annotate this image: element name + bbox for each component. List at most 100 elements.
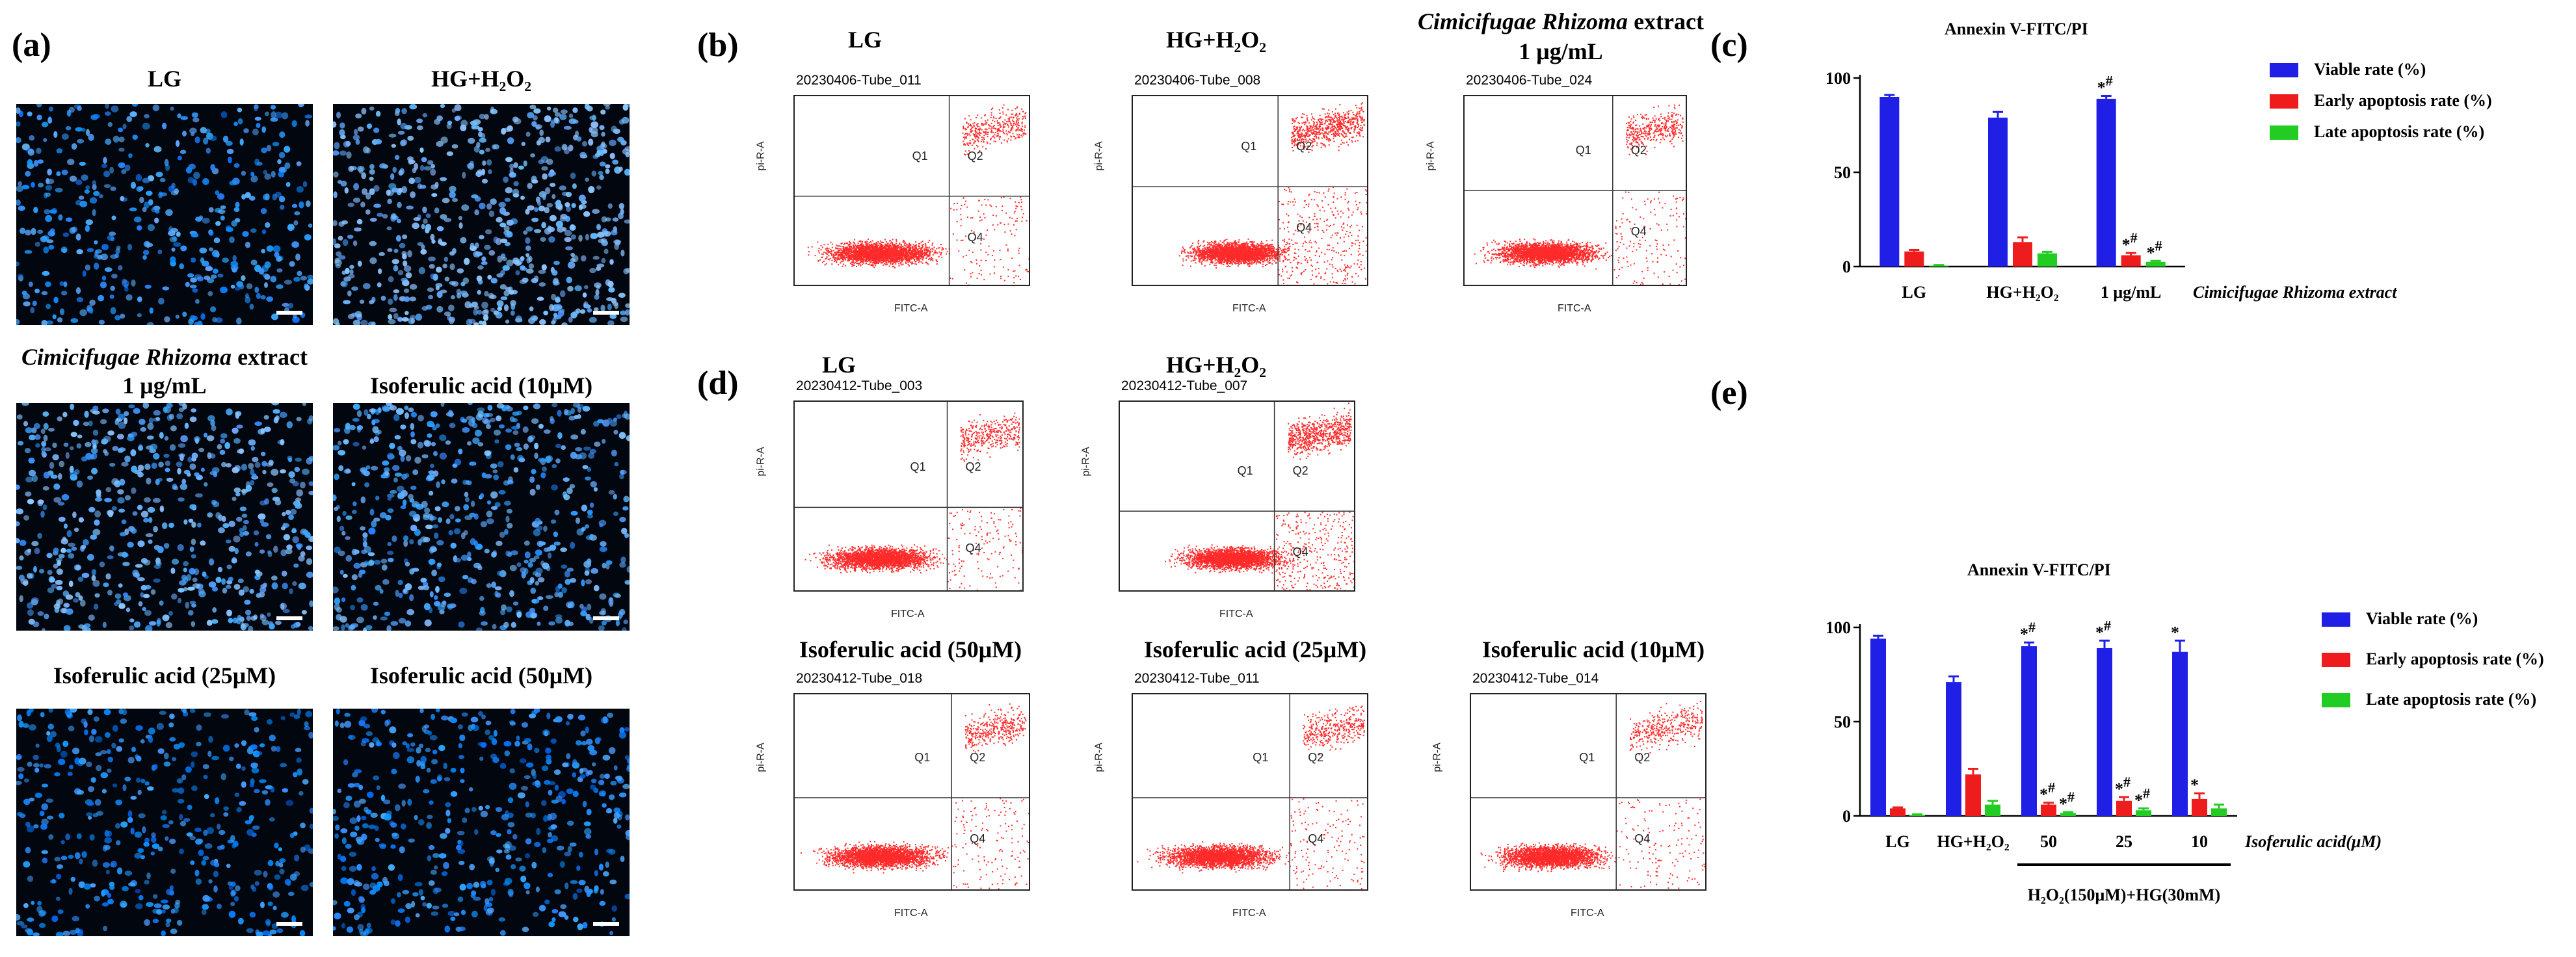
scale-bar: [276, 922, 302, 926]
caption-b-hg: HG+H₂O₂: [1119, 26, 1314, 53]
legend-swatch: [2270, 125, 2298, 140]
caption-a-crx: Cimicifugae Rhizoma extract: [16, 343, 313, 371]
flow-y-axis-label: pi-R-A: [1081, 447, 1093, 476]
caption-b-crx-suffix: extract: [1628, 8, 1704, 34]
bar: [2145, 261, 2166, 267]
flow-plot-d-iso50: 20230412-Tube_018 Q1 Q2 Q4 FITC-A pi-R-A: [754, 670, 1041, 936]
y-tick-label: 100: [1826, 69, 1851, 88]
flow-tube-label: 20230412-Tube_003: [796, 378, 1034, 394]
quadrant-label-q2: Q2: [1631, 144, 1647, 157]
quadrant-label-q2: Q2: [1634, 751, 1650, 765]
nuclei-cells: [333, 104, 630, 325]
legend-label: Late apoptosis rate (%): [2366, 690, 2536, 709]
significance-marker: *: [2171, 623, 2179, 642]
bar: [1988, 117, 2008, 267]
bar: [1946, 682, 1961, 816]
quadrant-label-q4: Q4: [1296, 221, 1312, 235]
scale-bar: [593, 922, 619, 926]
flow-plot-area: [793, 400, 1024, 592]
caption-d-iso50: Isoferulic acid (50μM): [748, 636, 1073, 663]
x-category-label: HG+H₂O₂: [1986, 283, 2059, 302]
bar: [2041, 804, 2056, 816]
flow-events: [801, 703, 1029, 889]
flow-scatter: [1471, 694, 1705, 889]
x-category-label: 50: [2040, 832, 2057, 851]
panel-letter-b: (b): [697, 26, 739, 64]
flow-plot-d-lg: 20230412-Tube_003 Q1 Q2 Q4 FITC-A pi-R-A: [754, 377, 1034, 637]
legend-swatch: [2270, 94, 2298, 109]
micrograph-crx: [16, 403, 313, 631]
quadrant-label-q2: Q2: [1296, 140, 1312, 153]
group-label: H₂O₂(150μM)+HG(30mM): [2028, 885, 2220, 904]
caption-a-hg: HG+H₂O₂: [333, 65, 630, 92]
flow-x-axis-label: FITC-A: [894, 908, 928, 919]
flow-tube-label: 20230406-Tube_008: [1134, 73, 1379, 88]
y-tick-label: 0: [1842, 807, 1851, 826]
quadrant-label-q4: Q4: [968, 231, 983, 244]
bar: [2136, 810, 2151, 816]
micrograph-hg: [333, 104, 630, 325]
x-category-label: 10: [2191, 832, 2208, 851]
scale-bar: [276, 616, 302, 620]
bar: [1904, 251, 1924, 267]
quadrant-label-q2: Q2: [966, 460, 981, 474]
x-category-label: HG+H₂O₂: [1937, 832, 2010, 851]
caption-b-crx-italic: Cimicifugae Rhizoma: [1418, 8, 1628, 34]
legend-label: Early apoptosis rate (%): [2366, 649, 2544, 668]
flow-tube-label: 20230406-Tube_024: [1466, 73, 1697, 88]
quadrant-label-q1: Q1: [1579, 751, 1595, 765]
legend-label: Viable rate (%): [2366, 609, 2478, 628]
legend-label: Viable rate (%): [2314, 60, 2426, 79]
flow-plot-area: [793, 693, 1030, 891]
flow-plot-b-lg: 20230406-Tube_011 Q1 Q2 Q4 FITC-A pi-R-A: [754, 72, 1041, 332]
quadrant-label-q1: Q1: [1241, 140, 1256, 153]
legend-label: Late apoptosis rate (%): [2314, 122, 2484, 141]
y-tick-label: 50: [1834, 163, 1851, 182]
flow-events: [1178, 102, 1367, 285]
x-suffix-label: Isoferulic acid(μM): [2244, 832, 2382, 851]
quadrant-label-q2: Q2: [1293, 464, 1308, 478]
flow-events: [804, 412, 1022, 590]
flow-y-axis-label: pi-R-A: [1094, 141, 1106, 170]
nuclei-cells: [16, 709, 313, 936]
bar: [1965, 774, 1981, 816]
legend-swatch: [2322, 693, 2350, 707]
bar: [2097, 648, 2112, 816]
bar: [2192, 798, 2207, 816]
flow-y-axis-label: pi-R-A: [1094, 742, 1106, 772]
caption-d-hg: HG+H₂O₂: [1119, 351, 1314, 378]
nuclei-cells: [16, 104, 313, 325]
quadrant-label-q4: Q4: [970, 832, 985, 846]
caption-b-lg: LG: [793, 26, 936, 53]
scale-bar: [593, 311, 619, 315]
flow-scatter: [795, 402, 1022, 590]
caption-d-lg: LG: [774, 351, 904, 378]
bar: [2211, 808, 2227, 816]
caption-a-crx-italic: Cimicifugae Rhizoma: [21, 344, 232, 370]
x-category-label: 25: [2116, 832, 2132, 851]
significance-marker: *#: [2097, 73, 2113, 98]
flow-tube-label: 20230412-Tube_018: [796, 671, 1041, 687]
nuclei-cells: [16, 403, 313, 631]
micrograph-iso25: [16, 709, 313, 936]
significance-marker: *#: [2134, 785, 2150, 809]
flow-scatter: [1133, 96, 1367, 285]
panel-letter-a: (a): [12, 26, 51, 64]
flow-x-axis-label: FITC-A: [1571, 908, 1604, 919]
legend-swatch: [2322, 653, 2350, 667]
bar: [2121, 255, 2141, 267]
bar: [2013, 242, 2032, 267]
caption-b-crx-dose: 1 μg/mL: [1398, 38, 1723, 65]
quadrant-label-q1: Q1: [914, 751, 930, 765]
quadrant-label-q2: Q2: [970, 751, 985, 765]
flow-y-axis-label: pi-R-A: [756, 447, 767, 476]
flow-plot-d-hg: 20230412-Tube_007 Q1 Q2 Q4 FITC-A pi-R-A: [1080, 377, 1366, 637]
caption-a-iso10: Isoferulic acid (10μM): [333, 372, 630, 399]
significance-marker: *#: [2115, 774, 2131, 798]
panel-letter-c: (c): [1710, 26, 1748, 64]
caption-a-iso25: Isoferulic acid (25μM): [16, 662, 313, 689]
caption-a-crx-suffix: extract: [232, 344, 308, 370]
flow-tube-label: 20230412-Tube_014: [1472, 671, 1717, 687]
flow-scatter: [795, 694, 1029, 889]
flow-plot-b-hg: 20230406-Tube_008 Q1 Q2 Q4 FITC-A pi-R-A: [1093, 72, 1379, 332]
